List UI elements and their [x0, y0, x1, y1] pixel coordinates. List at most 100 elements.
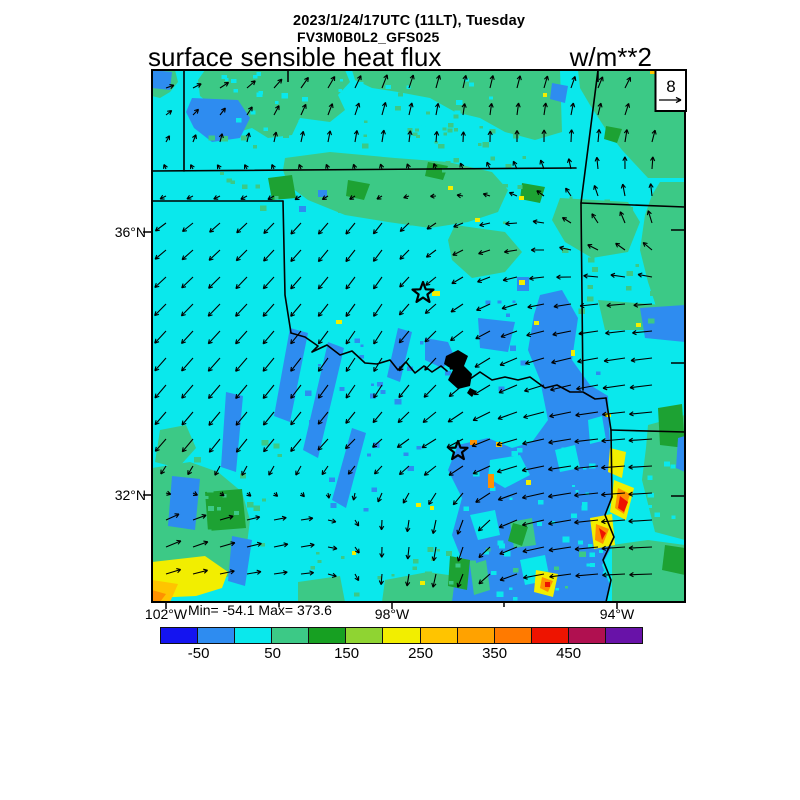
wind-arrow — [240, 195, 248, 200]
wind-arrow — [381, 74, 389, 89]
wind-arrow — [630, 357, 653, 363]
wind-arrow — [235, 330, 248, 345]
wind-arrow — [399, 222, 410, 233]
wind-arrow — [449, 357, 464, 370]
wind-arrow — [574, 438, 599, 444]
wind-arrow — [213, 195, 221, 200]
wind-arrow — [295, 465, 302, 476]
wind-arrow — [345, 222, 356, 235]
wind-arrow — [628, 437, 653, 443]
wind-arrow — [154, 357, 167, 372]
wind-arrow — [448, 465, 464, 476]
wind-arrow — [345, 384, 356, 399]
wind-arrow — [514, 130, 520, 142]
wind-arrow — [372, 438, 383, 448]
wind-arrow — [424, 330, 437, 343]
wind-arrow — [565, 187, 572, 197]
wind-arrow — [405, 573, 411, 587]
wind-arrow — [273, 515, 287, 521]
colorbar-segment — [161, 628, 199, 643]
wind-arrow — [290, 357, 302, 372]
wind-arrow — [354, 102, 361, 116]
wind-arrow — [321, 195, 329, 201]
wind-arrow — [290, 438, 302, 453]
wind-arrow — [487, 130, 493, 143]
wind-arrow — [424, 303, 437, 315]
wind-arrow — [214, 465, 221, 476]
wind-arrow — [553, 303, 572, 309]
wind-arrow — [601, 545, 626, 551]
wind-arrow — [246, 106, 253, 116]
wind-arrow — [396, 438, 410, 449]
wind-arrow — [399, 276, 410, 288]
wind-reference-legend: 8 — [654, 69, 687, 112]
wind-arrow — [267, 195, 275, 200]
wind-arrow — [433, 130, 440, 143]
wind-arrow — [542, 102, 548, 116]
colorbar-label: 150 — [334, 645, 360, 662]
wind-arrow — [352, 163, 358, 170]
wind-arrow — [524, 384, 545, 393]
wind-arrow — [378, 573, 384, 585]
wind-arrow — [602, 572, 626, 578]
wind-arrow — [606, 302, 626, 308]
wind-arrow — [268, 465, 275, 476]
units-label: w/m**2 — [569, 42, 652, 72]
wind-arrow — [327, 572, 337, 578]
wind-arrow — [398, 465, 410, 476]
wind-arrow — [500, 330, 518, 339]
wind-arrow — [521, 465, 545, 473]
wind-arrow — [423, 465, 437, 476]
wind-arrow — [290, 303, 302, 317]
wind-arrow — [186, 194, 194, 200]
wind-arrow — [317, 357, 329, 372]
wind-arrow — [620, 183, 626, 197]
wind-arrow — [273, 542, 289, 548]
wind-arrow — [499, 573, 518, 582]
wind-arrow — [405, 546, 411, 560]
wind-arrow — [317, 249, 329, 263]
wind-arrow — [246, 515, 261, 521]
wind-arrow — [235, 303, 248, 317]
wind-arrow — [165, 84, 175, 89]
wind-arrow — [473, 384, 491, 396]
wind-arrow — [633, 302, 653, 308]
axis-ticks — [143, 71, 684, 609]
variable-title: surface sensible heat flux — [148, 42, 442, 72]
wind-arrow — [163, 164, 168, 170]
wind-arrow — [434, 102, 441, 116]
wind-arrow — [628, 464, 653, 470]
wind-arrow — [372, 276, 383, 290]
wind-arrow — [605, 330, 626, 336]
wind-arrow — [219, 541, 236, 548]
wind-arrow — [236, 222, 248, 234]
wind-arrow — [632, 330, 653, 336]
wind-arrow — [154, 411, 167, 426]
wind-arrow — [246, 80, 256, 89]
wind-arrow — [192, 513, 207, 521]
colorbar-segment — [346, 628, 384, 643]
wind-arrow — [461, 103, 467, 116]
wind-arrow — [471, 438, 491, 448]
wind-arrow — [344, 438, 356, 450]
wind-arrow — [165, 513, 180, 521]
latitude-label: 32°N — [114, 487, 146, 503]
wind-arrow — [154, 222, 167, 232]
wind-arrow — [479, 221, 491, 228]
wind-arrow — [532, 219, 545, 225]
wind-arrow — [522, 438, 545, 446]
wind-arrow — [218, 133, 224, 143]
wind-arrow — [273, 105, 280, 116]
wind-arrow — [648, 183, 654, 197]
wind-arrow — [299, 130, 306, 143]
wind-arrow — [290, 249, 302, 263]
wind-arrow — [478, 546, 491, 559]
wind-arrow — [262, 303, 275, 317]
wind-arrow — [529, 275, 545, 281]
wind-arrow — [543, 75, 550, 89]
longitude-label: 98°W — [374, 606, 410, 622]
colorbar-segment — [198, 628, 236, 643]
wind-arrow — [575, 411, 599, 418]
wind-arrow — [271, 164, 276, 170]
